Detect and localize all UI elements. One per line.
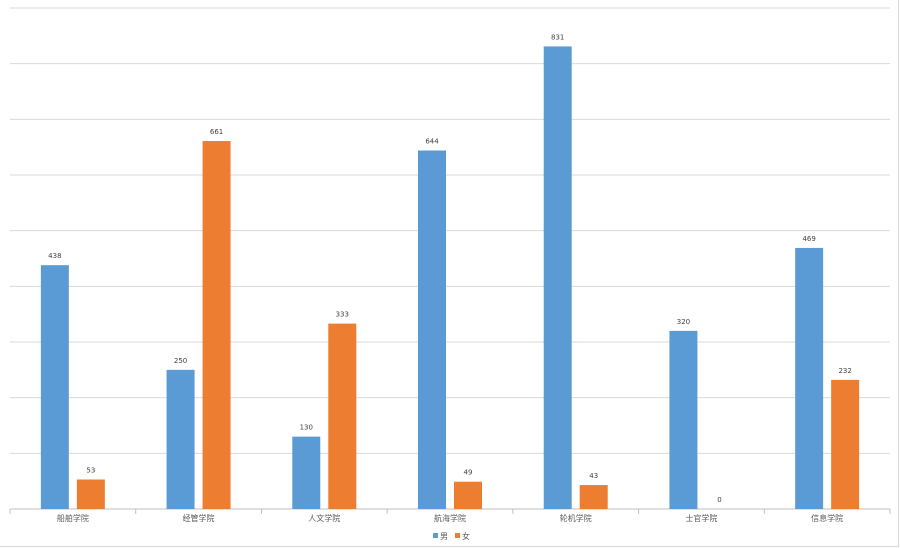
- bar-female: [202, 141, 231, 509]
- bar-female: [76, 479, 105, 509]
- data-label: 53: [86, 466, 95, 474]
- data-label: 333: [336, 311, 349, 319]
- x-tick-label: 士官学院: [685, 513, 717, 523]
- data-label: 250: [174, 357, 187, 365]
- data-label: 43: [589, 472, 598, 480]
- legend-swatch: [455, 533, 460, 538]
- bar-male: [40, 265, 69, 509]
- bar-male: [292, 436, 321, 509]
- data-label: 0: [717, 496, 721, 504]
- bar-male: [795, 247, 824, 509]
- bar-male: [166, 369, 195, 509]
- bar-female: [579, 485, 608, 509]
- bar-female: [328, 323, 357, 509]
- x-tick-label: 人文学院: [308, 513, 340, 523]
- x-tick-label: 船舶学院: [57, 513, 89, 523]
- legend-swatch: [433, 533, 438, 538]
- legend-label: 男: [440, 532, 448, 541]
- x-tick-label: 轮机学院: [560, 513, 592, 523]
- x-tick-label: 信息学院: [811, 513, 843, 523]
- x-tick-label: 经管学院: [183, 513, 215, 523]
- data-label: 438: [48, 252, 61, 260]
- bar-female: [831, 379, 860, 509]
- bar-male: [418, 150, 446, 510]
- data-label: 130: [300, 424, 313, 432]
- legend-label: 女: [462, 531, 470, 541]
- data-label: 320: [677, 318, 690, 326]
- data-label: 469: [802, 235, 815, 243]
- bar-female: [454, 481, 482, 509]
- x-tick-label: 航海学院: [434, 513, 466, 523]
- data-label: 831: [551, 33, 564, 41]
- bar-male: [669, 330, 698, 509]
- bar-male: [543, 46, 572, 509]
- data-label: 644: [425, 138, 439, 146]
- data-label: 49: [464, 469, 473, 477]
- data-label: 232: [838, 367, 851, 375]
- data-label: 661: [210, 128, 223, 136]
